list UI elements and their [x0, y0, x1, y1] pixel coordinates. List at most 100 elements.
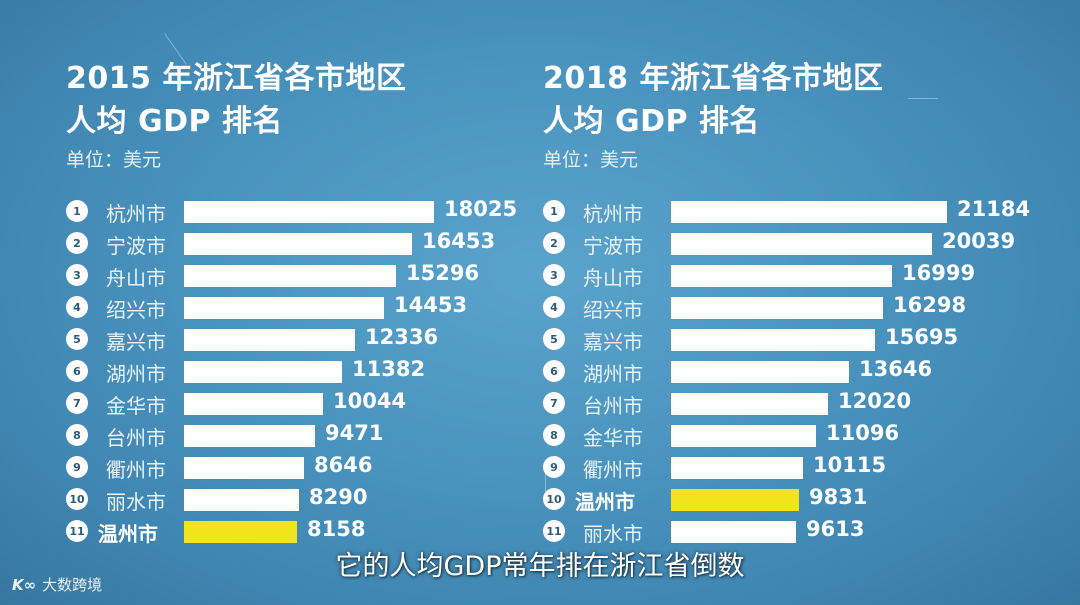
bar-row: 3 舟山市 15296 — [66, 260, 586, 292]
bar-row: 6 湖州市 11382 — [66, 356, 586, 388]
bar — [184, 201, 434, 223]
category-label: 嘉兴市 — [106, 330, 166, 354]
value-label: 13646 — [859, 357, 933, 381]
category-label: 台州市 — [583, 394, 643, 418]
bar-row: 2 宁波市 16453 — [66, 228, 586, 260]
rank-badge: 5 — [66, 328, 88, 350]
bar-row: 7 台州市 12020 — [543, 388, 1063, 420]
rank-badge: 10 — [543, 488, 565, 510]
bar — [671, 521, 796, 543]
bar-row: 3 舟山市 16999 — [543, 260, 1063, 292]
bar — [671, 457, 803, 479]
bar-row: 1 杭州市 18025 — [66, 196, 586, 228]
bar-row: 2 宁波市 20039 — [543, 228, 1063, 260]
value-label: 8290 — [309, 485, 368, 509]
rank-badge: 1 — [66, 200, 88, 222]
value-label: 8646 — [314, 453, 373, 477]
texture-scratch — [545, 470, 546, 500]
value-label: 12336 — [365, 325, 439, 349]
bar — [671, 393, 828, 415]
category-label: 绍兴市 — [106, 298, 166, 322]
chart-title-line2: 人均 GDP 排名 — [543, 104, 760, 139]
value-label: 8158 — [307, 517, 366, 541]
category-label: 温州市 — [575, 490, 635, 514]
category-label: 杭州市 — [583, 202, 643, 226]
category-label: 金华市 — [583, 426, 643, 450]
category-label: 嘉兴市 — [583, 330, 643, 354]
category-label: 宁波市 — [583, 234, 643, 258]
rank-badge: 11 — [66, 520, 88, 542]
category-label: 舟山市 — [106, 266, 166, 290]
category-label: 绍兴市 — [583, 298, 643, 322]
category-label: 丽水市 — [106, 490, 166, 514]
rank-badge: 4 — [66, 296, 88, 318]
unit-label: 单位：美元 — [66, 149, 162, 171]
category-label: 衢州市 — [583, 458, 643, 482]
rank-badge: 9 — [66, 456, 88, 478]
rank-badge: 10 — [66, 488, 88, 510]
rank-badge: 4 — [543, 296, 565, 318]
value-label: 18025 — [444, 197, 518, 221]
rank-badge: 3 — [66, 264, 88, 286]
logo-text: 大数跨境 — [42, 576, 103, 594]
bar — [671, 297, 883, 319]
value-label: 20039 — [942, 229, 1016, 253]
value-label: 9613 — [806, 517, 865, 541]
value-label: 15695 — [885, 325, 959, 349]
bar-row: 9 衢州市 10115 — [543, 452, 1063, 484]
rank-badge: 8 — [543, 424, 565, 446]
video-subtitle: 它的人均GDP常年排在浙江省倒数 — [335, 551, 745, 582]
category-label: 舟山市 — [583, 266, 643, 290]
bar-row: 4 绍兴市 16298 — [543, 292, 1063, 324]
rank-badge: 5 — [543, 328, 565, 350]
bar-row: 10 温州市 9831 — [543, 484, 1063, 516]
rank-badge: 7 — [543, 392, 565, 414]
bar — [671, 201, 947, 223]
bar — [184, 329, 355, 351]
value-label: 9831 — [809, 485, 868, 509]
rank-badge: 6 — [543, 360, 565, 382]
rank-badge: 3 — [543, 264, 565, 286]
category-label: 衢州市 — [106, 458, 166, 482]
chart-panel-2018: 2018 年浙江省各市地区 人均 GDP 排名 单位：美元 1 杭州市 21184 2… — [543, 0, 1063, 560]
category-label: 宁波市 — [106, 234, 166, 258]
bar-row: 8 金华市 11096 — [543, 420, 1063, 452]
bar-row: 10 丽水市 8290 — [66, 484, 586, 516]
category-label: 杭州市 — [106, 202, 166, 226]
value-label: 10115 — [813, 453, 887, 477]
bar — [184, 361, 342, 383]
bar — [671, 425, 816, 447]
bar — [184, 233, 412, 255]
value-label: 16298 — [893, 293, 967, 317]
value-label: 16999 — [902, 261, 976, 285]
watermark-logo: K∞ 大数跨境 — [12, 574, 102, 595]
bar — [671, 233, 932, 255]
bar — [184, 393, 323, 415]
bar-row: 8 台州市 9471 — [66, 420, 586, 452]
bar — [671, 329, 875, 351]
bar — [184, 265, 396, 287]
rank-badge: 7 — [66, 392, 88, 414]
category-label: 台州市 — [106, 426, 166, 450]
bar-row: 1 杭州市 21184 — [543, 196, 1063, 228]
rank-badge: 2 — [543, 232, 565, 254]
bar-row: 11 丽水市 9613 — [543, 516, 1063, 548]
value-label: 11096 — [826, 421, 900, 445]
bar-row: 11 温州市 8158 — [66, 516, 586, 548]
bar — [671, 489, 799, 511]
bar — [671, 361, 849, 383]
bar — [671, 265, 892, 287]
bar — [184, 425, 315, 447]
value-label: 21184 — [957, 197, 1031, 221]
category-label: 温州市 — [98, 522, 158, 546]
bar — [184, 521, 297, 543]
value-label: 11382 — [352, 357, 426, 381]
value-label: 12020 — [838, 389, 912, 413]
chart-title: 2015 年浙江省各市地区 人均 GDP 排名 — [66, 57, 406, 143]
category-label: 丽水市 — [583, 522, 643, 546]
value-label: 15296 — [406, 261, 480, 285]
rank-badge: 2 — [66, 232, 88, 254]
category-label: 湖州市 — [106, 362, 166, 386]
bar-row: 5 嘉兴市 12336 — [66, 324, 586, 356]
chart-title-line1: 2018 年浙江省各市地区 — [543, 61, 884, 96]
